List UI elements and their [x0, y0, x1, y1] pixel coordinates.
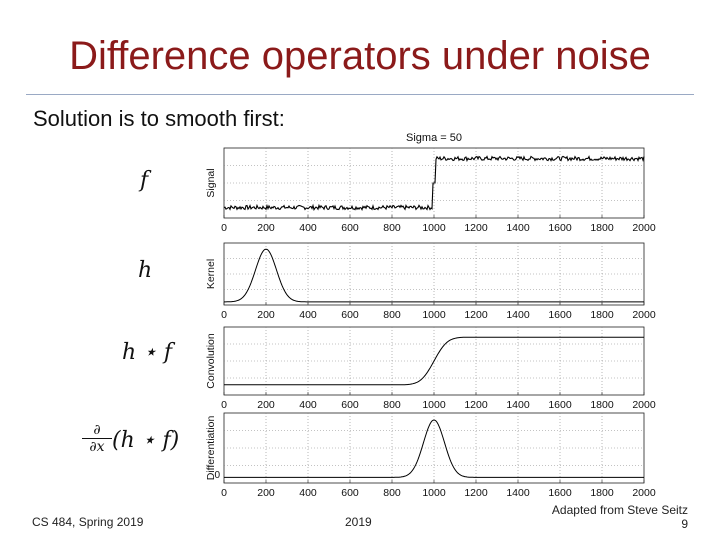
x-tick-label: 1400 [506, 309, 530, 321]
x-tick-label: 400 [299, 309, 317, 321]
x-tick-label: 200 [257, 222, 275, 234]
x-tick-label: 1600 [548, 399, 572, 411]
y-axis-label: Convolution [205, 333, 217, 389]
x-tick-label: 1000 [422, 399, 446, 411]
series-line-kernel [224, 248, 644, 303]
x-tick-label: 800 [383, 309, 401, 321]
slide-subtitle: Solution is to smooth first: [33, 106, 285, 131]
x-tick-label: 2000 [632, 487, 656, 499]
x-tick-label: 0 [221, 487, 227, 499]
x-tick-label: 800 [383, 487, 401, 499]
series-line-signal [223, 155, 645, 211]
x-tick-label: 200 [257, 309, 275, 321]
x-tick-label: 600 [341, 309, 359, 321]
x-tick-label: 1800 [590, 399, 614, 411]
label-f: f [140, 168, 149, 193]
slide-title: Difference operators under noise [69, 34, 651, 78]
title-divider [26, 94, 694, 95]
x-tick-label: 1600 [548, 222, 572, 234]
x-tick-label: 0 [221, 399, 227, 411]
y-axis-label: Kernel [205, 259, 217, 289]
x-tick-label: 0 [221, 222, 227, 234]
x-tick-label: 1200 [464, 309, 488, 321]
x-tick-label: 200 [257, 487, 275, 499]
x-tick-label: 600 [341, 487, 359, 499]
x-tick-label: 800 [383, 399, 401, 411]
x-tick-label: 1200 [464, 399, 488, 411]
x-tick-label: 1000 [422, 222, 446, 234]
x-tick-label: 1400 [506, 487, 530, 499]
x-tick-label: 1400 [506, 222, 530, 234]
x-tick-label: 400 [299, 222, 317, 234]
chart-title: Sigma = 50 [406, 132, 462, 144]
y-axis-label: Differentiation [205, 416, 217, 481]
footer-credit-block: Adapted from Steve Seitz 9 [552, 503, 688, 531]
x-tick-label: 1800 [590, 487, 614, 499]
x-tick-label: 1200 [464, 222, 488, 234]
x-tick-label: 400 [299, 487, 317, 499]
x-tick-label: 800 [383, 222, 401, 234]
label-deriv-rest: (h ⋆ f) [112, 428, 180, 453]
series-line-convolution [224, 336, 644, 386]
y-tick-label: 0 [214, 470, 220, 481]
x-tick-label: 1800 [590, 222, 614, 234]
page-number: 9 [681, 517, 688, 531]
x-tick-label: 2000 [632, 399, 656, 411]
x-tick-label: 600 [341, 399, 359, 411]
x-tick-label: 200 [257, 399, 275, 411]
x-tick-label: 2000 [632, 309, 656, 321]
series-line-differentiation [224, 419, 644, 478]
x-tick-label: 1000 [422, 309, 446, 321]
label-conv: h ⋆ f [122, 340, 173, 365]
x-tick-label: 2000 [632, 222, 656, 234]
x-tick-label: 400 [299, 399, 317, 411]
x-tick-label: 1200 [464, 487, 488, 499]
deriv-den: ∂x [89, 439, 105, 455]
x-tick-label: 1000 [422, 487, 446, 499]
y-axis-label: Signal [205, 168, 217, 197]
deriv-num: ∂ [82, 422, 112, 439]
footer-credit: Adapted from Steve Seitz [551, 503, 688, 517]
footer-course: CS 484, Spring 2019 [32, 515, 144, 529]
footer-year: 2019 [345, 515, 372, 529]
label-h: h [138, 258, 153, 283]
x-tick-label: 600 [341, 222, 359, 234]
x-tick-label: 1600 [548, 487, 572, 499]
x-tick-label: 1400 [506, 399, 530, 411]
x-tick-label: 0 [221, 309, 227, 321]
derivative-fraction: ∂ ∂x [82, 422, 112, 455]
x-tick-label: 1800 [590, 309, 614, 321]
x-tick-label: 1600 [548, 309, 572, 321]
